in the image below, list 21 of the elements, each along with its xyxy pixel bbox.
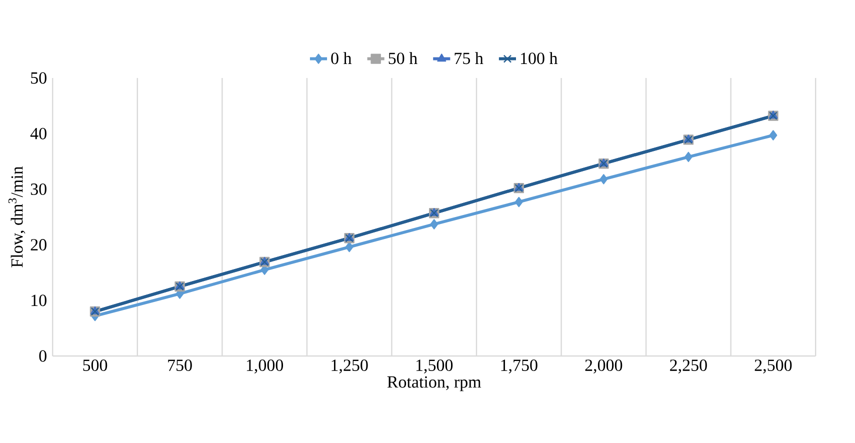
y-axis-title: Flow, dm$^{3}$/min bbox=[8, 166, 26, 268]
x-tick-label: 1,000 bbox=[246, 360, 284, 374]
x-tick-label: 500 bbox=[83, 360, 108, 371]
x-tick-label: 1,250 bbox=[332, 360, 368, 374]
x-tick-label: 2,000 bbox=[585, 360, 622, 374]
x-tick-label: 2,250 bbox=[670, 360, 707, 374]
x-tick-label: 2,500 bbox=[754, 360, 792, 374]
legend-label: 50 h bbox=[388, 52, 418, 64]
y-tick-label: 10 bbox=[32, 294, 46, 306]
legend-label: 75 h bbox=[454, 52, 484, 64]
y-tick-label: 40 bbox=[30, 128, 46, 140]
y-tick-label: 0 bbox=[39, 350, 46, 362]
x-tick-label: 750 bbox=[168, 360, 192, 371]
legend-label: 0 h bbox=[331, 52, 352, 64]
x-axis-title: Rotation, rpm bbox=[387, 376, 482, 392]
y-tick-label: 50 bbox=[31, 72, 46, 84]
x-tick-label: 1,500 bbox=[416, 360, 453, 374]
y-tick-label: 20 bbox=[30, 239, 46, 251]
legend-label: 100 h bbox=[520, 52, 558, 64]
x-tick-label: 1,750 bbox=[501, 360, 538, 374]
y-tick-label: 30 bbox=[30, 183, 46, 195]
